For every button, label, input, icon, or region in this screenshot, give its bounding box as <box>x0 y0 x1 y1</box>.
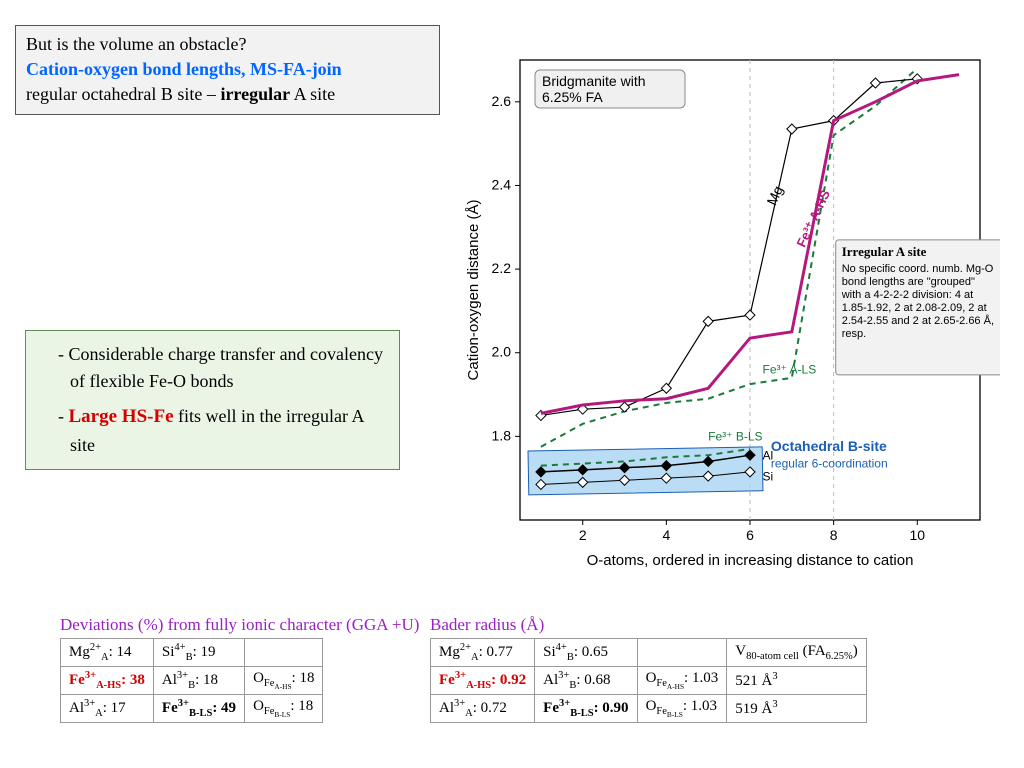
bader-table-block: Bader radius (Å) Mg2+A: 0.77Si4+B: 0.65 V… <box>430 615 867 723</box>
findings-box: - Considerable charge transfer and coval… <box>25 330 400 470</box>
svg-text:2.4: 2.4 <box>492 176 512 192</box>
finding-2: - Large HS-Fe fits well in the irregular… <box>38 403 387 459</box>
header-caption-box: But is the volume an obstacle? Cation-ox… <box>15 25 440 115</box>
svg-text:1.8: 1.8 <box>492 427 512 443</box>
table-cell: 519 Å3 <box>727 695 867 723</box>
svg-text:with a 4-2-2-2 division: 4 at: with a 4-2-2-2 division: 4 at <box>841 289 973 301</box>
table-row: Fe3+A-HS: 0.92Al3+B: 0.68OFeA-HS: 1.0352… <box>431 667 867 695</box>
svg-text:regular 6-coordination: regular 6-coordination <box>771 457 888 471</box>
table-row: Fe3+A-HS: 38Al3+B: 18OFeA-HS: 18 <box>61 667 323 695</box>
svg-text:Cation-oxygen distance (Å): Cation-oxygen distance (Å) <box>465 200 482 381</box>
table-cell <box>245 639 323 667</box>
svg-text:bond lengths are "grouped": bond lengths are "grouped" <box>842 276 975 288</box>
table-cell: Al3+A: 0.72 <box>431 695 535 723</box>
table-cell: Si4+B: 19 <box>153 639 244 667</box>
svg-text:Octahedral B-site: Octahedral B-site <box>771 438 887 454</box>
bader-table: Mg2+A: 0.77Si4+B: 0.65 V80-atom cell (FA6… <box>430 638 867 723</box>
table-cell: Al3+B: 0.68 <box>535 667 637 695</box>
svg-text:8: 8 <box>830 527 838 543</box>
table-cell: OFeA-HS: 1.03 <box>637 667 727 695</box>
table-cell: Al3+B: 18 <box>153 667 244 695</box>
table-cell: Fe3+B-LS: 0.90 <box>535 695 637 723</box>
table-cell: Mg2+A: 14 <box>61 639 154 667</box>
table-cell <box>637 639 727 667</box>
table-cell: V80-atom cell (FA6.25%) <box>727 639 867 667</box>
svg-text:10: 10 <box>909 527 925 543</box>
caption-line2: Cation-oxygen bond lengths, MS-FA-join <box>26 57 429 82</box>
table-row: Mg2+A: 14Si4+B: 19 <box>61 639 323 667</box>
table-cell: OFeB-LS: 18 <box>245 695 323 723</box>
bader-header: Bader radius (Å) <box>430 615 867 635</box>
table-cell: OFeA-HS: 18 <box>245 667 323 695</box>
table-cell: Si4+B: 0.65 <box>535 639 637 667</box>
svg-text:2: 2 <box>579 527 587 543</box>
table-cell: Fe3+B-LS: 49 <box>153 695 244 723</box>
svg-text:2.2: 2.2 <box>492 260 512 276</box>
deviations-table-block: Deviations (%) from fully ionic characte… <box>60 615 419 723</box>
deviations-header: Deviations (%) from fully ionic characte… <box>60 615 419 635</box>
table-row: Al3+A: 17Fe3+B-LS: 49OFeB-LS: 18 <box>61 695 323 723</box>
svg-text:No specific coord. numb. Mg-O: No specific coord. numb. Mg-O <box>842 263 994 275</box>
svg-text:Fe³⁺ B-LS: Fe³⁺ B-LS <box>708 430 762 444</box>
svg-text:6.25% FA: 6.25% FA <box>542 89 603 105</box>
svg-text:Fe³⁺ A-LS: Fe³⁺ A-LS <box>763 363 817 377</box>
svg-text:6: 6 <box>746 527 754 543</box>
svg-text:O-atoms, ordered in increasing: O-atoms, ordered in increasing distance … <box>587 552 914 569</box>
svg-text:2.54-2.55 and 2 at 2.65-2.66 Å: 2.54-2.55 and 2 at 2.65-2.66 Å, <box>842 314 994 327</box>
caption-line1: But is the volume an obstacle? <box>26 32 429 57</box>
svg-text:Bridgmanite with: Bridgmanite with <box>542 73 646 89</box>
svg-text:resp.: resp. <box>842 328 866 340</box>
table-row: Al3+A: 0.72Fe3+B-LS: 0.90OFeB-LS: 1.0351… <box>431 695 867 723</box>
svg-text:1.85-1.92, 2 at 2.08-2.09, 2 a: 1.85-1.92, 2 at 2.08-2.09, 2 at <box>842 302 987 314</box>
table-cell: Mg2+A: 0.77 <box>431 639 535 667</box>
svg-text:2.6: 2.6 <box>492 93 512 109</box>
table-cell: Al3+A: 17 <box>61 695 154 723</box>
svg-text:4: 4 <box>662 527 670 543</box>
deviations-table: Mg2+A: 14Si4+B: 19Fe3+A-HS: 38Al3+B: 18O… <box>60 638 323 723</box>
svg-text:Irregular A site: Irregular A site <box>842 244 927 259</box>
svg-text:Si: Si <box>763 469 774 483</box>
table-cell: Fe3+A-HS: 38 <box>61 667 154 695</box>
svg-text:2.0: 2.0 <box>492 344 512 360</box>
caption-line3: regular octahedral B site – irregular A … <box>26 82 429 107</box>
bond-length-chart: 1.8 2.0 2.2 2.4 2.6 2 4 6 8 10 O-atoms, ordered in… <box>460 40 1000 580</box>
table-cell: 521 Å3 <box>727 667 867 695</box>
finding-1: - Considerable charge transfer and coval… <box>38 341 387 395</box>
table-cell: Fe3+A-HS: 0.92 <box>431 667 535 695</box>
table-cell: OFeB-LS: 1.03 <box>637 695 727 723</box>
table-row: Mg2+A: 0.77Si4+B: 0.65 V80-atom cell (FA6… <box>431 639 867 667</box>
